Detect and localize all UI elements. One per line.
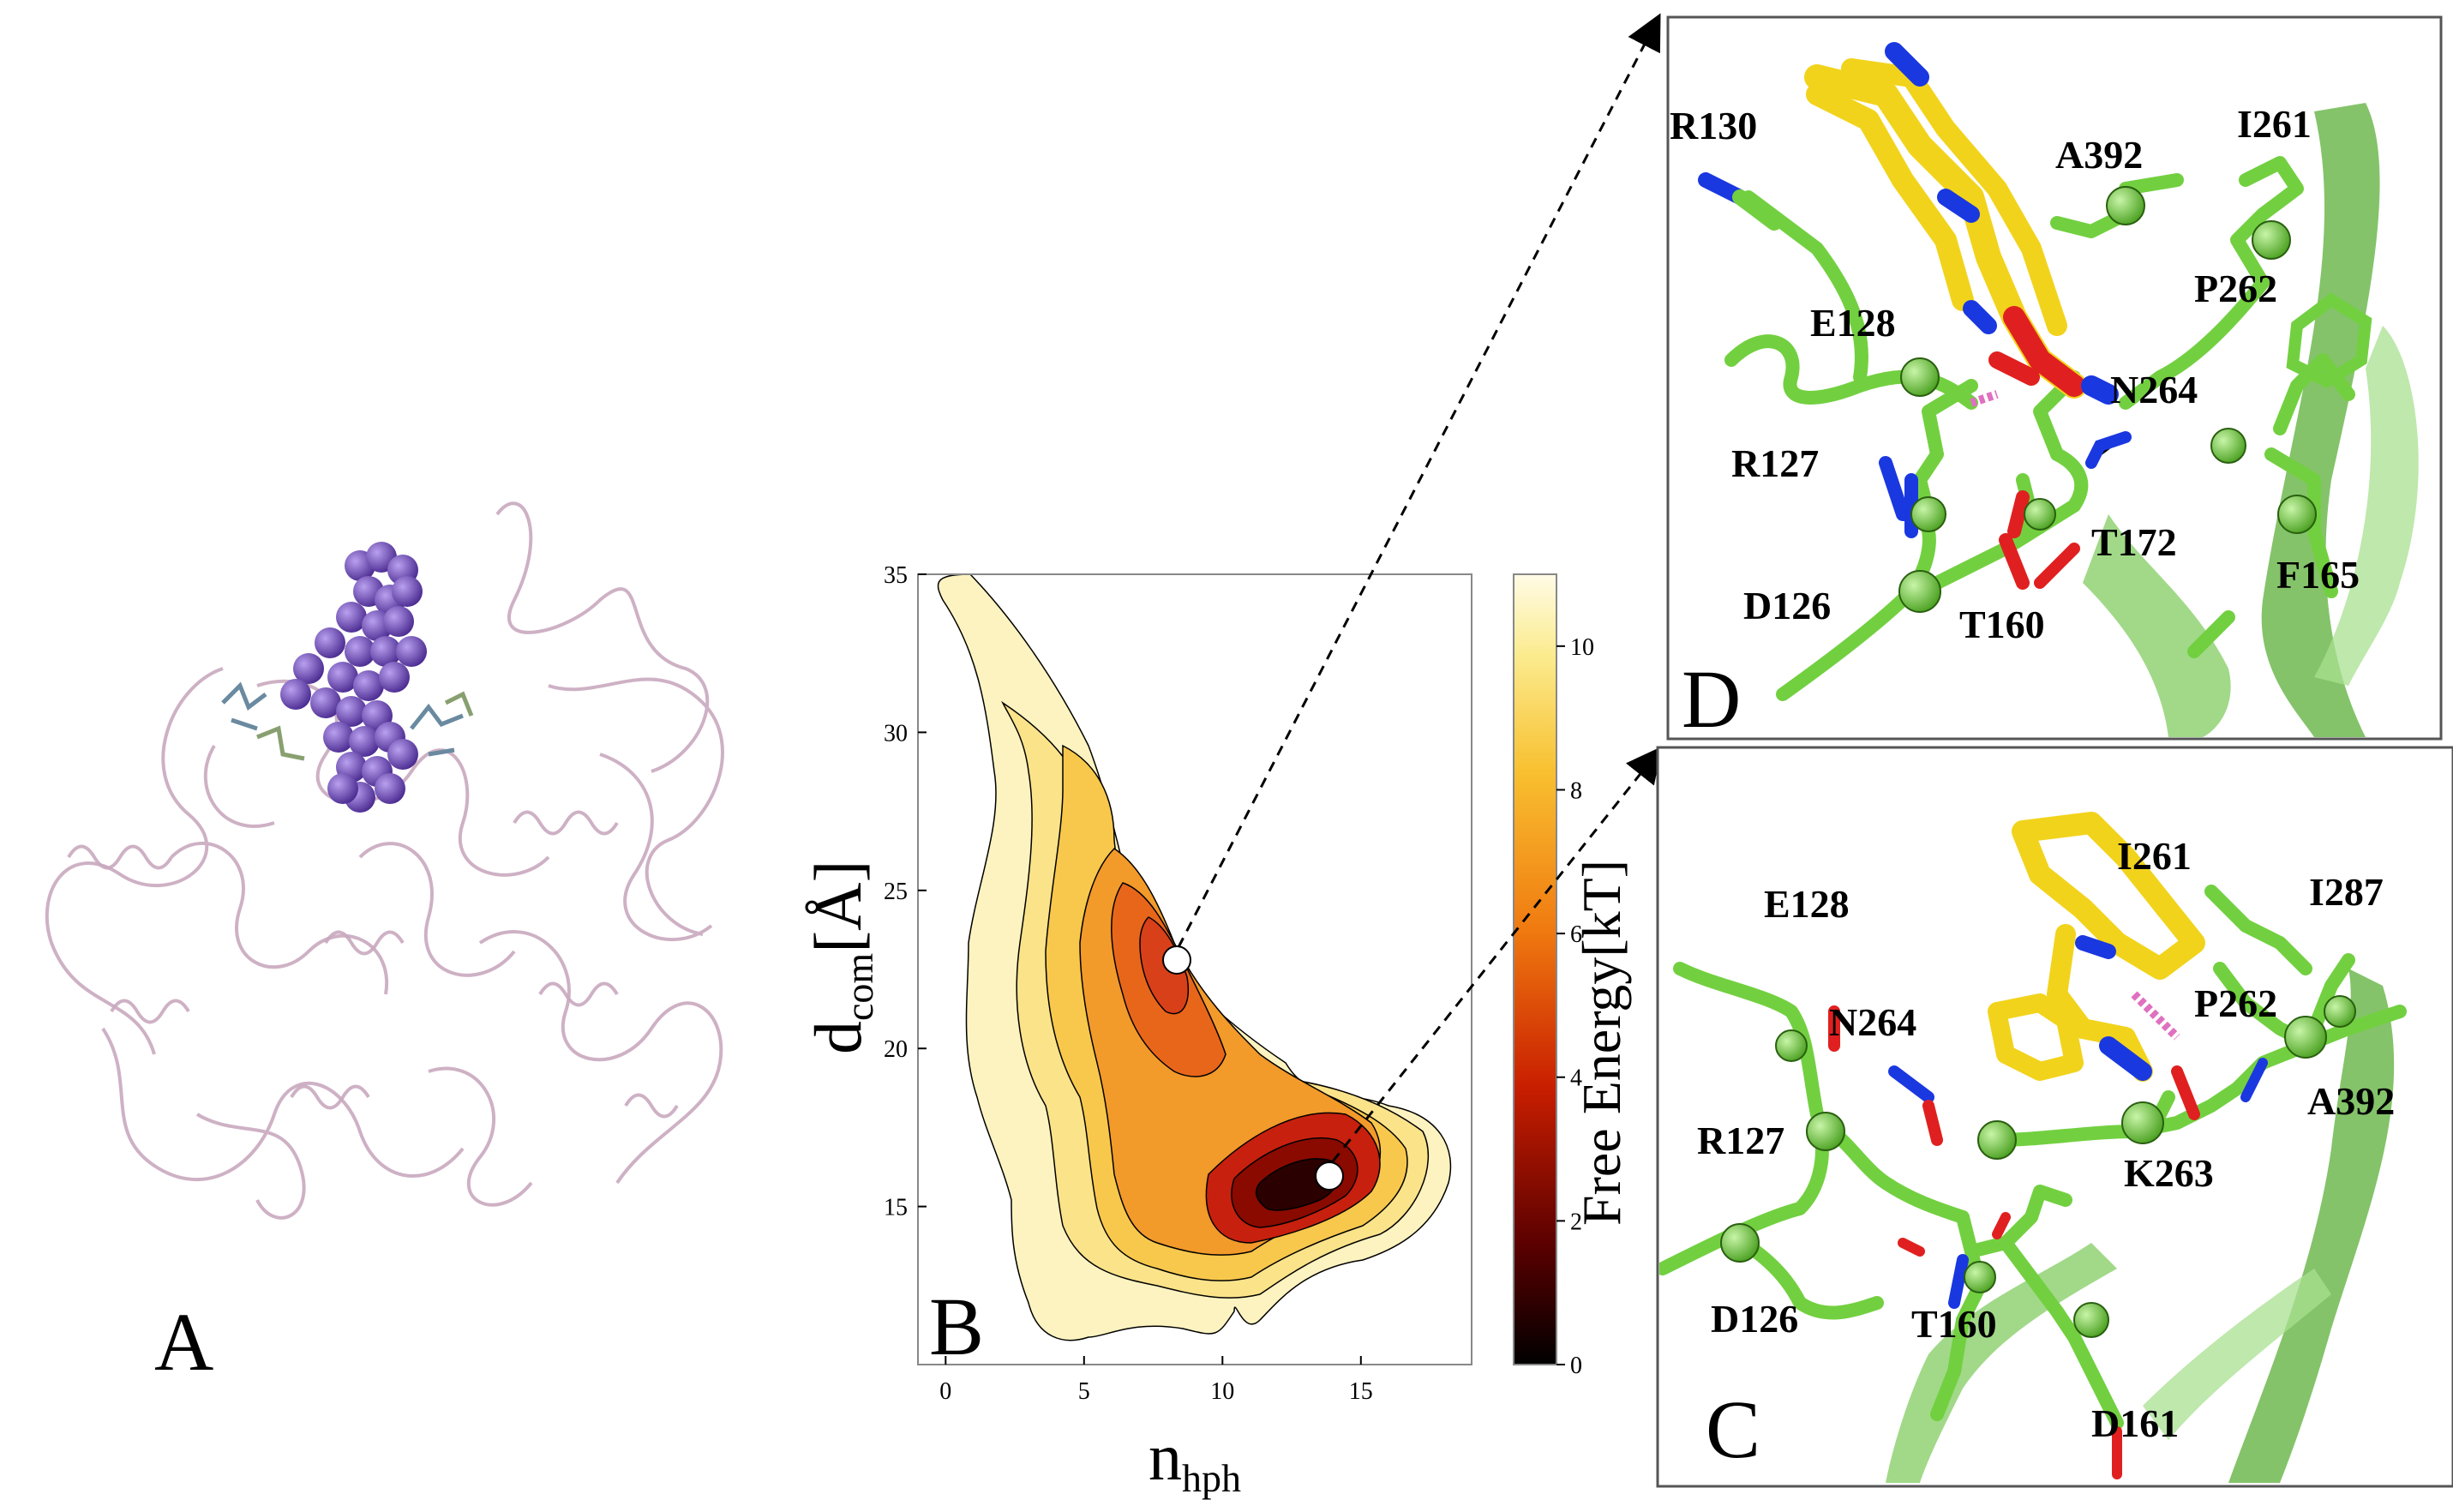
residue-label-c: K263 xyxy=(2124,1151,2214,1195)
residue-label-c: D126 xyxy=(1711,1297,1798,1341)
c-alpha-spheres-c xyxy=(1720,995,2356,1338)
ligand-sticks xyxy=(1804,42,2119,405)
y-tick-label: 20 xyxy=(884,1036,908,1063)
residue-label-c: P262 xyxy=(2194,981,2277,1025)
residue-label-c: E128 xyxy=(1764,882,1850,926)
binding-site-sticks xyxy=(221,681,474,761)
residue-label-d: A392 xyxy=(2055,133,2143,177)
x-tick-label: 5 xyxy=(1078,1378,1090,1405)
residue-label-d: N264 xyxy=(2110,368,2198,411)
ligand-sphere xyxy=(293,653,324,684)
residue-label-d: P262 xyxy=(2194,267,2277,310)
ligand-sphere xyxy=(387,739,418,770)
x-tick-label: 15 xyxy=(1349,1378,1373,1405)
ribbon-helices xyxy=(67,810,679,1119)
panel-d-letter: D xyxy=(1682,653,1741,745)
residue-label-c: D161 xyxy=(2091,1401,2179,1445)
y-axis: 15 20 25 30 35 xyxy=(884,562,927,1221)
ligand-sphere xyxy=(392,576,423,607)
y-axis-label: dcom[Å] xyxy=(801,861,881,1054)
panel-b: 15 20 25 30 35 0 5 10 15 nhph dcom[Å] 0 2 4 6 8 10 F… xyxy=(801,13,1663,1500)
ligand-sphere xyxy=(336,696,367,727)
panel-b-letter: B xyxy=(929,1281,984,1372)
ligand-sphere xyxy=(310,687,341,718)
x-axis: 0 5 10 15 xyxy=(939,1356,1373,1405)
residue-label-d: E128 xyxy=(1810,301,1896,345)
ligand-sphere xyxy=(370,636,401,667)
panel-a-letter: A xyxy=(154,1296,213,1388)
y-tick-label: 25 xyxy=(884,879,908,905)
colorbar-tick-label: 2 xyxy=(1570,1209,1582,1235)
residue-label-d: T172 xyxy=(2091,520,2177,564)
ligand-sphere xyxy=(379,662,410,693)
ligand-sticks-c xyxy=(1988,812,2205,1082)
panel-d-structure xyxy=(1698,42,2419,737)
residue-label-d: F165 xyxy=(2276,553,2360,597)
residue-label-c: I261 xyxy=(2117,834,2192,878)
colorbar-tick-label: 6 xyxy=(1570,921,1582,948)
residue-label-c: I287 xyxy=(2309,870,2384,914)
ligand-sphere xyxy=(396,636,427,667)
ligand-sphere xyxy=(336,602,367,633)
x-tick-label: 0 xyxy=(939,1378,951,1405)
residue-label-d: T160 xyxy=(1959,603,2045,646)
residue-label-c: N264 xyxy=(1829,1000,1916,1044)
ligand-spheres xyxy=(280,542,427,813)
ligand-sphere xyxy=(345,636,375,667)
residue-label-d: R127 xyxy=(1731,441,1819,485)
ligand-sphere xyxy=(353,670,384,701)
residue-label-d: D126 xyxy=(1743,584,1831,627)
c-alpha-spheres-d xyxy=(1898,186,2317,613)
ligand-sphere xyxy=(327,662,358,693)
x-tick-label: 10 xyxy=(1210,1378,1234,1405)
ligand-sphere xyxy=(323,722,354,753)
ligand-sphere xyxy=(315,627,345,658)
panel-a: A xyxy=(45,501,724,1388)
ligand-sphere xyxy=(280,679,311,710)
colorbar-label: Free Energy[kT] xyxy=(1571,860,1632,1226)
x-axis-label: nhph xyxy=(1149,1419,1241,1500)
panel-c-letter: C xyxy=(1706,1383,1760,1475)
residue-label-c: A392 xyxy=(2307,1079,2395,1123)
arrow-to-panel-c xyxy=(1331,746,1663,1162)
colorbar-tick-label: 0 xyxy=(1570,1353,1582,1379)
y-tick-label: 15 xyxy=(884,1195,908,1221)
ligand-sphere xyxy=(349,726,380,757)
colorbar-tick-label: 10 xyxy=(1570,634,1594,661)
panel-d: R130 A392 I261 P262 E128 N264 R127 T172 … xyxy=(1666,15,2443,745)
colorbar-tick-label: 8 xyxy=(1570,777,1582,804)
panel-c: E128 I261 I287 N264 P262 A392 R127 K263 … xyxy=(1656,746,2453,1488)
ligand-sphere xyxy=(327,773,358,804)
y-tick-label: 30 xyxy=(884,720,908,747)
colorbar xyxy=(1513,573,1557,1365)
free-energy-landscape xyxy=(937,573,1452,1341)
ligand-sphere xyxy=(383,606,414,637)
y-tick-label: 35 xyxy=(884,562,908,589)
residue-label-d: R130 xyxy=(1670,104,1757,147)
residue-label-c: R127 xyxy=(1697,1119,1784,1162)
heatmap-frame xyxy=(917,573,1472,1365)
panel-c-structure xyxy=(1659,812,2407,1483)
ligand-sphere xyxy=(375,773,405,804)
colorbar-ticks: 0 2 4 6 8 10 xyxy=(1556,634,1594,1379)
residue-label-d: I261 xyxy=(2237,102,2312,146)
arrow-to-panel-d xyxy=(1177,13,1661,948)
colorbar-tick-label: 4 xyxy=(1570,1065,1582,1092)
residue-label-c: T160 xyxy=(1911,1302,1997,1346)
